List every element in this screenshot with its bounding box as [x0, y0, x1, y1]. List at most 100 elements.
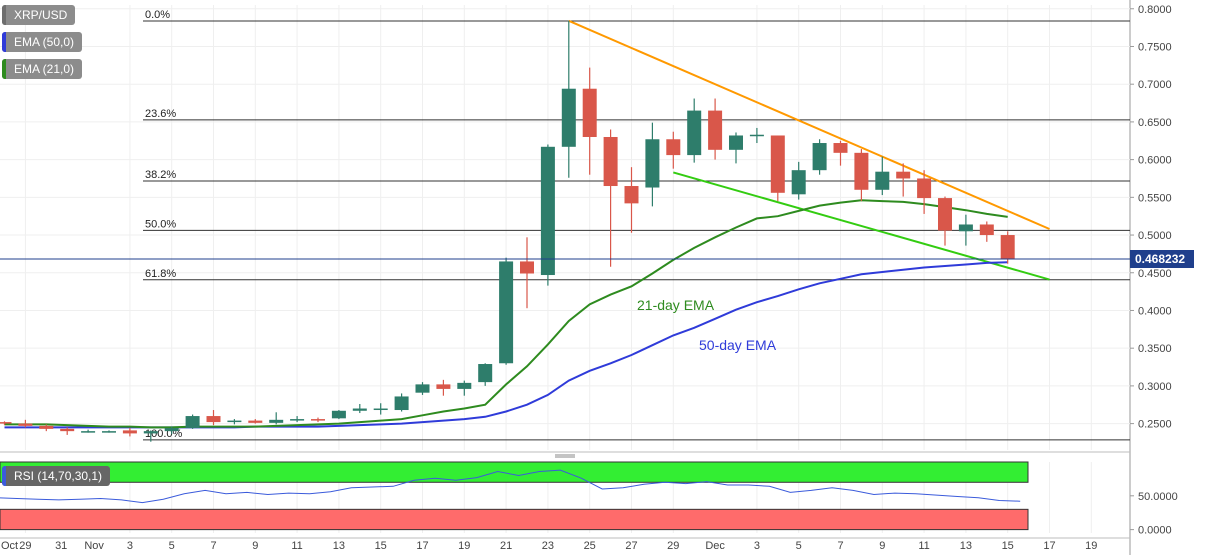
- x-tick-label: 15: [375, 540, 387, 552]
- candle-body: [812, 143, 827, 171]
- x-tick-label: 5: [796, 540, 802, 552]
- candle-body: [311, 419, 325, 421]
- candle-body: [269, 419, 284, 423]
- y-tick-label: 0.3000: [1138, 381, 1172, 393]
- candle-body: [645, 139, 660, 188]
- x-tick-label: 15: [1002, 540, 1014, 552]
- candle-body: [624, 186, 639, 204]
- x-tick-label: Nov: [84, 540, 104, 552]
- x-tick-label: 17: [416, 540, 428, 552]
- y-tick-label: 0.6500: [1138, 117, 1172, 129]
- y-tick-label: 0.2500: [1138, 419, 1172, 431]
- rsi-y-tick-label: 0.0000: [1138, 525, 1172, 537]
- candle-body: [373, 408, 388, 411]
- candle-body: [666, 139, 681, 156]
- x-tick-label: Oct: [1, 540, 18, 552]
- candle-body: [958, 224, 973, 232]
- x-tick-label: 13: [960, 540, 972, 552]
- y-tick-label: 0.5500: [1138, 192, 1172, 204]
- fib-label: 50.0%: [145, 218, 176, 230]
- rsi-overbought-zone: [0, 461, 1029, 483]
- candle-body: [394, 396, 409, 411]
- candle-body: [1000, 235, 1015, 260]
- fib-label: 0.0%: [145, 9, 170, 21]
- candle-body: [0, 422, 12, 424]
- candle-body: [791, 170, 806, 195]
- candle-body: [478, 364, 493, 383]
- price-label-bg: [1130, 250, 1194, 269]
- resistance-trendline: [568, 19, 1050, 230]
- candle-body: [687, 110, 702, 156]
- y-tick-label: 0.7500: [1138, 41, 1172, 53]
- x-tick-label: 7: [837, 540, 843, 552]
- legend-ema50-tag: EMA (50,0): [2, 32, 83, 52]
- candle-body: [979, 224, 994, 236]
- rsi-oversold-zone: [0, 508, 1029, 531]
- candle-body: [938, 198, 952, 231]
- candle-body: [331, 410, 346, 419]
- x-tick-label: 29: [19, 540, 31, 552]
- candle-body: [206, 416, 221, 423]
- y-tick-label: 0.4000: [1138, 305, 1172, 317]
- candle-body: [164, 428, 179, 432]
- candle-body: [770, 135, 785, 193]
- fib-label: 61.8%: [145, 268, 176, 280]
- candle-body: [102, 431, 116, 433]
- legend-ema21-tag: EMA (21,0): [2, 59, 83, 79]
- candle-body: [833, 143, 848, 153]
- legend-rsi-label: RSI (14,70,30,1): [14, 469, 103, 483]
- y-tick-label: 0.6000: [1138, 155, 1172, 167]
- candle-body: [708, 110, 723, 150]
- x-tick-label: 11: [291, 540, 302, 552]
- legend-symbol-label: XRP/USD: [14, 8, 68, 22]
- candle-body: [352, 408, 367, 411]
- fib-label: 23.6%: [145, 108, 176, 120]
- candle-body: [81, 431, 96, 433]
- candle-body: [290, 419, 305, 421]
- legend-swatch: [2, 5, 6, 25]
- x-tick-label: 9: [252, 540, 258, 552]
- y-tick-label: 0.5000: [1138, 230, 1172, 242]
- candle-body: [457, 382, 472, 389]
- legend-ema50-label: EMA (50,0): [14, 35, 75, 49]
- candle-body: [436, 384, 451, 389]
- legend-symbol-tag: XRP/USD: [2, 5, 76, 25]
- x-tick-label: 31: [55, 540, 67, 552]
- x-tick-label: 17: [1043, 540, 1055, 552]
- candle-body: [122, 430, 137, 434]
- y-tick-label: 0.8000: [1138, 4, 1172, 16]
- candle-body: [875, 171, 890, 190]
- candle-body: [185, 416, 200, 429]
- legend-rsi-tag: RSI (14,70,30,1): [2, 466, 111, 486]
- candle-body: [540, 146, 555, 276]
- rsi-line: [0, 469, 1021, 504]
- x-tick-label: 11: [918, 540, 929, 552]
- x-tick-label: 21: [500, 540, 512, 552]
- y-tick-label: 0.7000: [1138, 79, 1172, 91]
- x-tick-label: 7: [210, 540, 216, 552]
- support-trendline: [673, 171, 1050, 281]
- x-tick-label: 3: [754, 540, 760, 552]
- candle-body: [415, 384, 430, 393]
- candle-body: [39, 425, 54, 429]
- candle-body: [582, 88, 597, 137]
- x-tick-label: 3: [127, 540, 133, 552]
- x-tick-label: 25: [584, 540, 596, 552]
- x-tick-label: 19: [1085, 540, 1097, 552]
- candle-body: [60, 428, 75, 432]
- x-tick-label: Dec: [705, 540, 725, 552]
- y-tick-label: 0.3500: [1138, 343, 1172, 355]
- x-tick-label: 5: [169, 540, 175, 552]
- annotation-ema21: 21-day EMA: [637, 297, 715, 313]
- x-tick-label: 19: [458, 540, 470, 552]
- candle-body: [520, 261, 534, 274]
- candle-body: [561, 88, 576, 147]
- annotation-ema50: 50-day EMA: [699, 337, 777, 353]
- x-tick-label: 23: [542, 540, 554, 552]
- candle-body: [896, 171, 911, 179]
- candle-body: [917, 178, 932, 199]
- candle-body: [854, 152, 869, 190]
- y-tick-label: 0.4500: [1138, 268, 1172, 280]
- rsi-y-tick-label: 50.0000: [1138, 491, 1178, 503]
